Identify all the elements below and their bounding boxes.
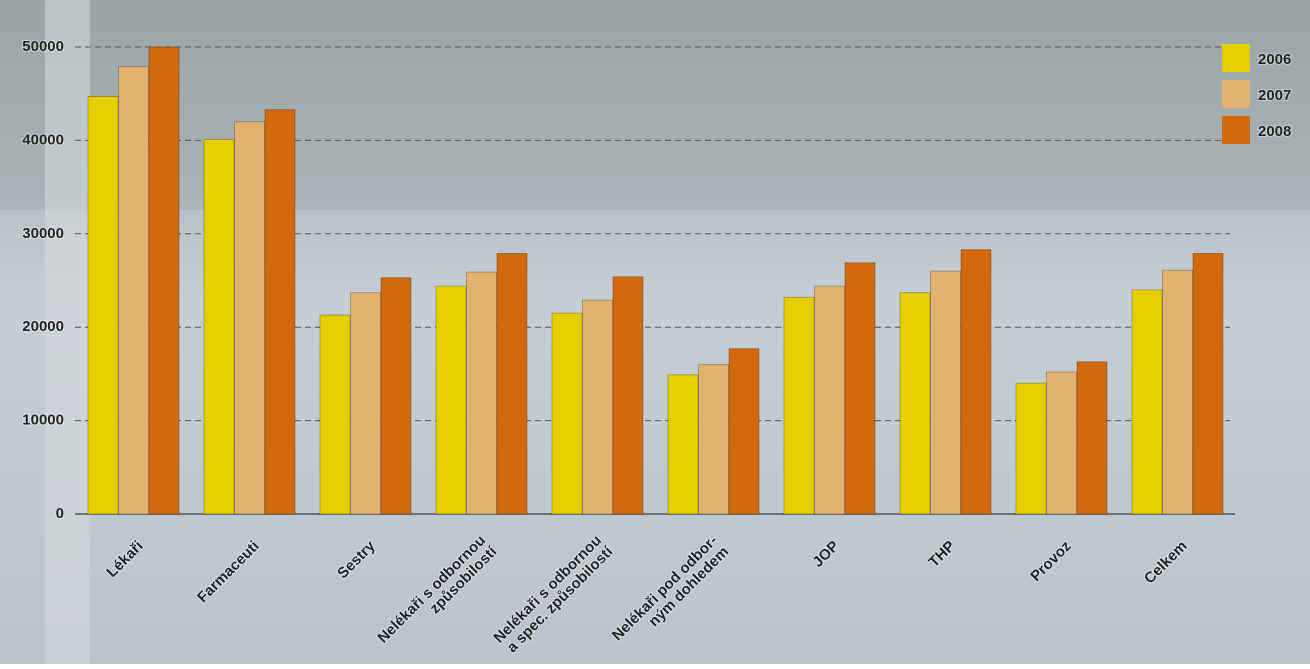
bar [234,121,265,515]
bar [783,296,815,515]
bar [1192,252,1224,515]
bar [435,285,467,515]
bar [319,314,351,515]
chimney [45,0,90,664]
bar [496,252,528,515]
legend-swatch [1222,116,1250,144]
y-tick-label: 0 [56,505,64,522]
bar [814,285,845,515]
legend-swatch [1222,80,1250,108]
y-tick-label: 30000 [22,225,64,242]
y-tick-label: 40000 [22,131,64,148]
bar [612,276,644,515]
bar [203,138,235,515]
legend-swatch [1222,44,1250,72]
bar [844,262,876,515]
bar [899,292,931,515]
bar [380,277,412,515]
bar [698,364,729,515]
bar [1015,382,1047,515]
y-tick-label: 20000 [22,318,64,335]
bar [148,46,180,515]
bar [582,299,613,515]
bar [960,249,992,515]
legend-label: 2008 [1258,123,1291,140]
bar [1162,269,1193,515]
bar [87,96,119,515]
bar [118,66,149,515]
bar [728,348,760,515]
y-tick-label: 10000 [22,412,64,429]
bar [551,312,583,515]
legend-label: 2006 [1258,51,1291,68]
y-tick-label: 50000 [22,38,64,55]
bar [466,271,497,515]
bar [1076,361,1108,515]
bar [667,374,699,515]
legend-label: 2007 [1258,87,1291,104]
bar [930,270,961,515]
bar [1046,371,1077,515]
bar [264,109,296,515]
bar [350,292,381,515]
bar [1131,289,1163,515]
